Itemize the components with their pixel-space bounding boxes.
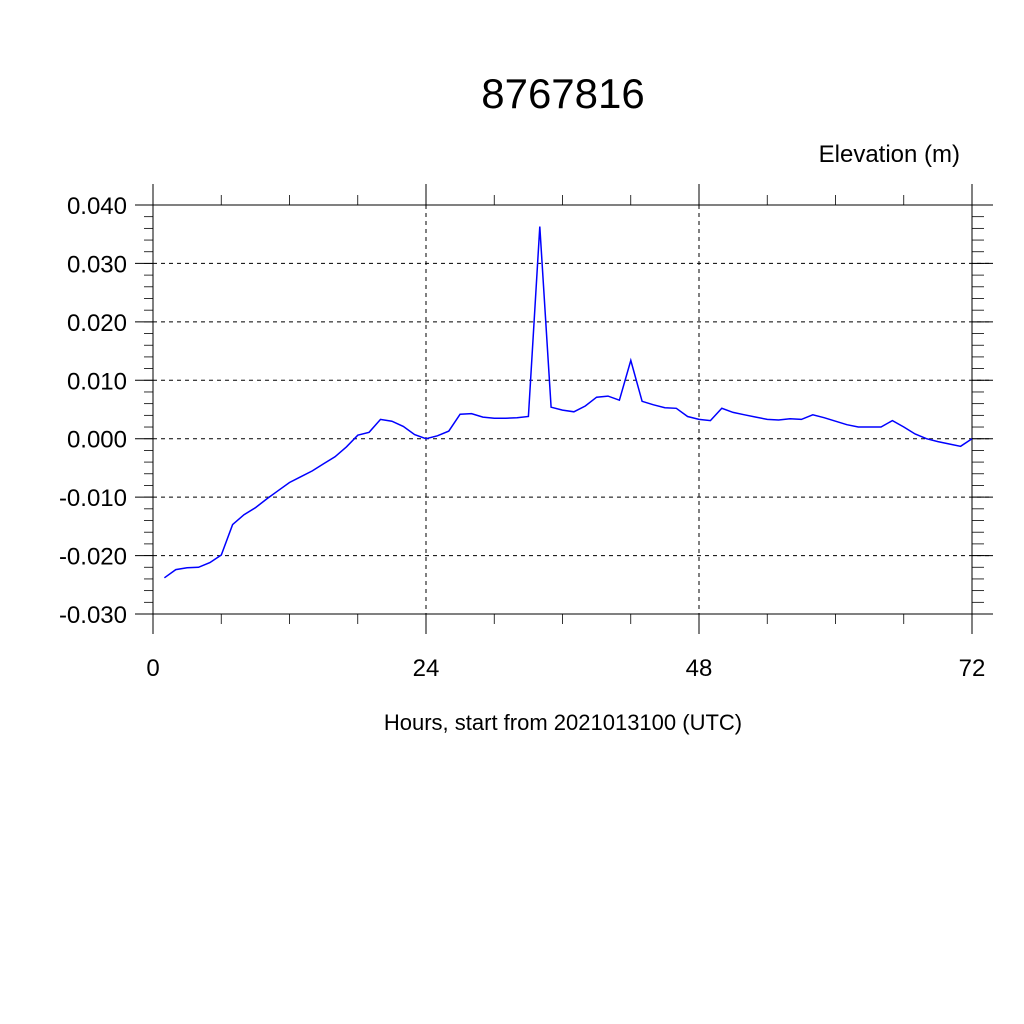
y-tick-label: 0.030 — [67, 251, 127, 278]
y-tick-label: 0.010 — [67, 368, 127, 395]
tick-labels: 0.040 0.030 0.020 0.010 0.000 -0.010 -0.020 -0.… — [59, 193, 985, 682]
grid-lines — [153, 204, 993, 615]
axes — [135, 184, 993, 634]
series-line — [163, 226, 973, 579]
y-tick-label: 0.020 — [67, 310, 127, 337]
y-tick-label: 0.040 — [67, 193, 127, 220]
x-tick-label: 0 — [146, 655, 159, 682]
chart-title: 8767816 — [481, 70, 645, 117]
x-tick-label: 48 — [686, 655, 713, 682]
x-axis-label: Hours, start from 2021013100 (UTC) — [384, 710, 742, 735]
x-tick-label: 72 — [959, 655, 986, 682]
y-axis-label: Elevation (m) — [819, 141, 960, 168]
x-tick-label: 24 — [413, 655, 440, 682]
y-tick-label: -0.010 — [59, 485, 127, 512]
y-tick-label: -0.020 — [59, 544, 127, 571]
y-tick-label: 0.000 — [67, 427, 127, 454]
y-tick-label: -0.030 — [59, 602, 127, 629]
